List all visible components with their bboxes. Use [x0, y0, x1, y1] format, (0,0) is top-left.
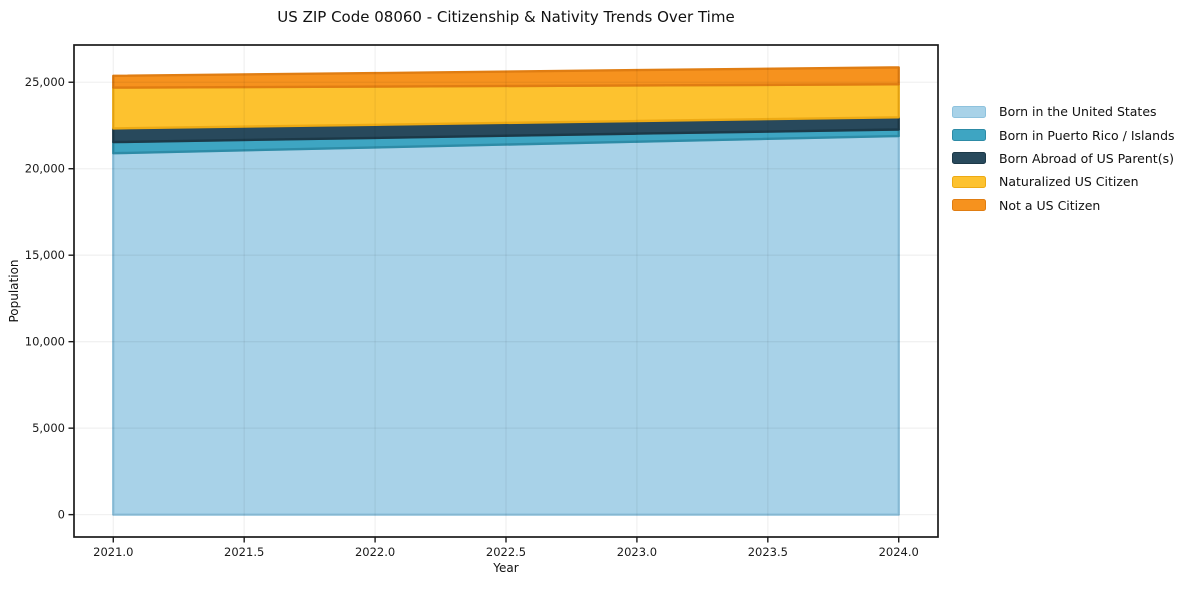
y-tick-label: 5,000 — [32, 421, 65, 435]
legend-swatch-icon — [952, 129, 986, 142]
y-tick-label: 20,000 — [25, 162, 65, 176]
legend-label: Born Abroad of US Parent(s) — [999, 150, 1174, 166]
legend-swatch-icon — [952, 152, 986, 165]
area-series-4 — [112, 66, 900, 89]
legend-label: Not a US Citizen — [999, 197, 1101, 213]
legend-item: Born in the United States — [952, 100, 1175, 123]
legend-item: Born Abroad of US Parent(s) — [952, 147, 1175, 170]
x-tick-label: 2021.0 — [93, 545, 133, 559]
x-axis-label: Year — [493, 561, 519, 575]
x-tick-label: 2022.0 — [355, 545, 395, 559]
legend-item: Naturalized US Citizen — [952, 170, 1175, 193]
y-tick-label: 15,000 — [25, 248, 65, 262]
x-tick-label: 2023.5 — [748, 545, 788, 559]
x-tick-label: 2021.5 — [224, 545, 264, 559]
x-tick-label: 2024.0 — [879, 545, 919, 559]
legend-item: Not a US Citizen — [952, 194, 1175, 217]
legend-label: Naturalized US Citizen — [999, 174, 1139, 190]
x-tick-label: 2023.0 — [617, 545, 657, 559]
y-tick-label: 25,000 — [25, 75, 65, 89]
legend-label: Born in Puerto Rico / Islands — [999, 127, 1175, 143]
y-tick-label: 10,000 — [25, 335, 65, 349]
legend-label: Born in the United States — [999, 104, 1157, 120]
legend-swatch-icon — [952, 175, 986, 188]
x-tick-label: 2022.5 — [486, 545, 526, 559]
legend-swatch-icon — [952, 105, 986, 118]
y-axis-label: Population — [7, 259, 21, 323]
legend: Born in the United States Born in Puerto … — [952, 100, 1175, 217]
chart-title: US ZIP Code 08060 - Citizenship & Nativi… — [277, 8, 735, 26]
legend-swatch-icon — [952, 199, 986, 212]
y-tick-label: 0 — [58, 508, 65, 522]
legend-item: Born in Puerto Rico / Islands — [952, 123, 1175, 146]
